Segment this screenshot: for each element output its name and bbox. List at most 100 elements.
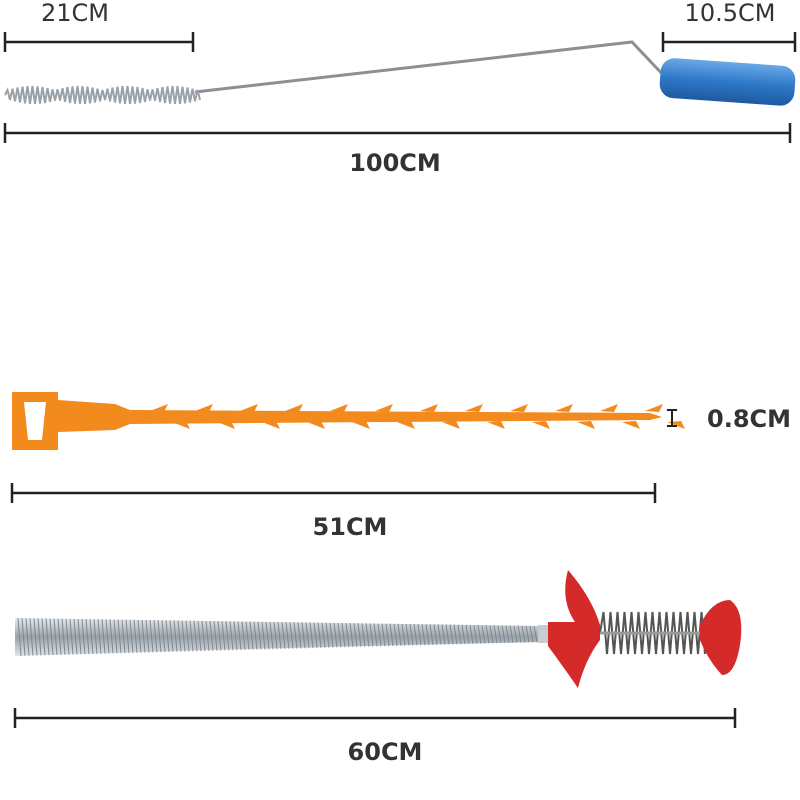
dimension-label: 21CM	[41, 0, 109, 27]
coil-line	[145, 619, 150, 653]
tube-coil	[17, 618, 538, 656]
coil-line	[189, 620, 194, 652]
coil-line	[473, 624, 478, 644]
coil-line	[113, 619, 118, 654]
barb	[262, 421, 280, 429]
coil-line	[349, 623, 354, 648]
coil-line	[517, 625, 522, 643]
coil-line	[489, 625, 494, 644]
coil-line	[137, 619, 142, 653]
coil-line	[501, 625, 506, 644]
coil-line	[381, 623, 386, 647]
coil-line	[37, 618, 42, 656]
coil-line	[153, 620, 158, 653]
coil-line	[529, 625, 534, 643]
barb	[487, 421, 505, 429]
strip	[12, 392, 662, 450]
barb	[600, 404, 618, 412]
coil-line	[497, 625, 502, 644]
dimension-label: 0.8CM	[707, 405, 791, 433]
coil-line	[49, 618, 54, 656]
barb	[465, 404, 483, 412]
coil-line	[493, 625, 498, 644]
coil-line	[417, 624, 422, 646]
coil-line	[249, 621, 254, 650]
coil-line	[357, 623, 362, 647]
dimension-label: 10.5CM	[685, 0, 776, 27]
coil-line	[89, 619, 94, 655]
coil-line	[445, 624, 450, 645]
coil-line	[141, 619, 146, 653]
coil-line	[277, 621, 282, 650]
coil-line	[401, 623, 406, 646]
coil-line	[461, 624, 466, 645]
coil-line	[437, 624, 442, 645]
barb	[555, 404, 573, 412]
coil-line	[429, 624, 434, 646]
coil-line	[197, 620, 202, 652]
coil-line	[409, 623, 414, 646]
coil-line	[453, 624, 458, 645]
barbed-strip: 0.8CM 51CM	[10, 392, 791, 541]
coil-line	[29, 618, 34, 656]
coil-line	[425, 624, 430, 646]
coil-line	[25, 618, 30, 656]
coil-line	[393, 623, 398, 646]
coil-line	[269, 621, 274, 650]
barb	[307, 421, 325, 429]
coil-line	[165, 620, 170, 653]
coil-line	[389, 623, 394, 647]
coil-line	[125, 619, 130, 654]
handle-hole	[24, 402, 46, 440]
barb	[330, 404, 348, 412]
coil-line	[285, 622, 290, 649]
coil-line	[97, 619, 102, 654]
coil-line	[293, 622, 298, 649]
barbs	[150, 404, 685, 429]
coil-line	[365, 623, 370, 647]
coil-line	[521, 625, 526, 643]
coil-line	[161, 620, 166, 653]
coil-line	[533, 625, 538, 643]
coil-line	[121, 619, 126, 654]
barb	[532, 421, 550, 429]
coil-line	[173, 620, 178, 652]
barb	[420, 404, 438, 412]
coil-line	[105, 619, 110, 654]
coil-line	[21, 618, 26, 656]
coil-line	[309, 622, 314, 649]
coil-line	[413, 624, 418, 646]
coil-line	[369, 623, 374, 647]
coil-line	[185, 620, 190, 652]
coil-line	[305, 622, 310, 649]
coil-line	[297, 622, 302, 649]
grabber-tool: 60CM	[13, 570, 742, 766]
coil-line	[457, 624, 462, 645]
coil-line	[385, 623, 390, 647]
coil-line	[265, 621, 270, 650]
coil-line	[321, 622, 326, 648]
coil-line	[53, 618, 58, 656]
barb	[397, 421, 415, 429]
barb	[150, 404, 168, 412]
coil-line	[225, 621, 230, 651]
width-marker	[667, 409, 677, 427]
spring-path	[599, 611, 706, 655]
barb	[172, 421, 190, 429]
coil-line	[213, 620, 218, 651]
coil-line	[205, 620, 210, 651]
barb	[622, 421, 640, 429]
coil-line	[465, 624, 470, 645]
coil-line	[245, 621, 250, 650]
coil-line	[261, 621, 266, 650]
coil-line	[509, 625, 514, 643]
coil-line	[109, 619, 114, 654]
claw	[548, 570, 600, 688]
barb	[577, 421, 595, 429]
handle	[659, 58, 796, 106]
coil-line	[181, 620, 186, 652]
coil-line	[481, 625, 486, 644]
coil-line	[201, 620, 206, 652]
coil-line	[65, 618, 70, 655]
coil-line	[157, 620, 162, 653]
